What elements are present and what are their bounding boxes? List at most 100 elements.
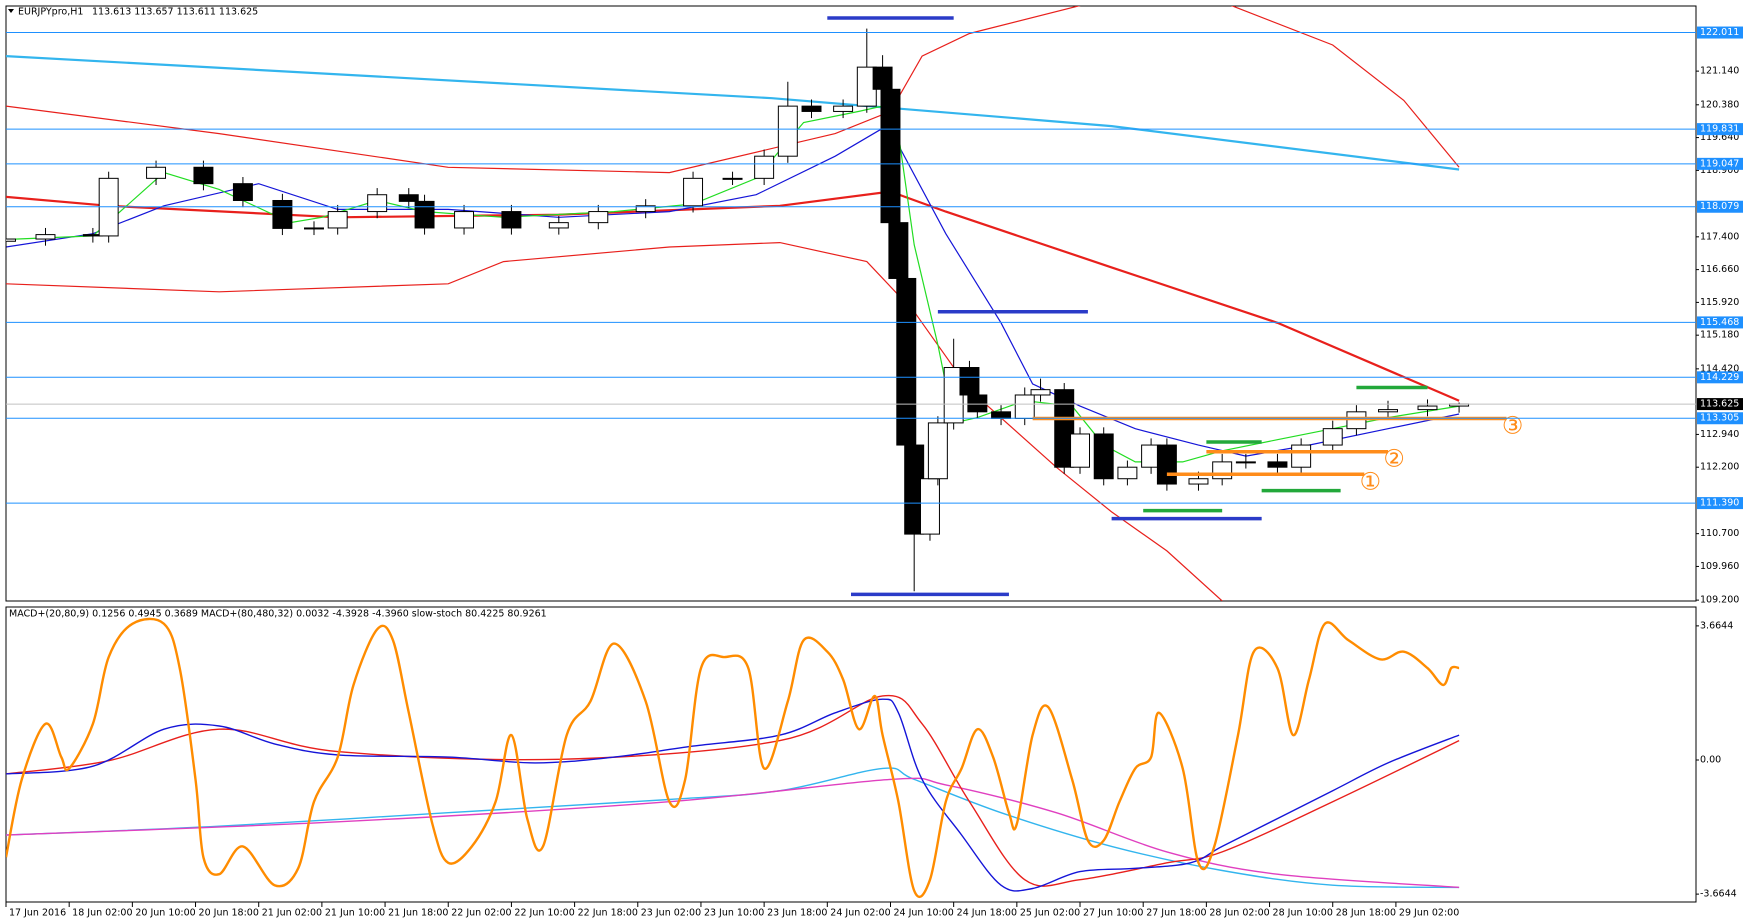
candle-body <box>367 194 388 213</box>
candle-body <box>1346 411 1367 430</box>
candle-body <box>1291 444 1312 468</box>
candle-body <box>1212 461 1233 480</box>
candle-body <box>722 177 743 180</box>
candle-body <box>1030 389 1051 396</box>
candle-body <box>6 238 16 242</box>
x-tick-label: 24 Jun 10:00 <box>893 908 953 919</box>
y-tick-label: 121.140 <box>1700 66 1739 77</box>
candle-body <box>272 199 293 229</box>
level-label: 118.079 <box>1700 201 1739 212</box>
candle-body <box>1093 433 1114 480</box>
candle-body <box>1378 409 1398 413</box>
candle-body <box>1188 478 1209 485</box>
level-label: 111.390 <box>1700 498 1739 509</box>
y-tick-label: 115.180 <box>1700 330 1739 341</box>
level-label-box <box>1697 123 1743 136</box>
x-tick-label: 29 Jun 02:00 <box>1399 908 1459 919</box>
level-label: 119.831 <box>1700 124 1739 135</box>
x-tick-label: 23 Jun 02:00 <box>641 908 701 919</box>
candle-body <box>193 166 214 185</box>
x-tick-label: 21 Jun 10:00 <box>325 908 385 919</box>
y-tick-label: 115.920 <box>1700 297 1739 308</box>
oscillator-line <box>6 767 1460 889</box>
y-tick-label: 109.960 <box>1700 561 1739 572</box>
candle-body <box>232 183 253 201</box>
candle-body <box>414 200 435 229</box>
candle-body <box>959 367 980 396</box>
y-tick-label: 116.660 <box>1700 264 1739 275</box>
price-info: 113.613 113.657 113.611 113.625 <box>92 7 258 18</box>
candle-body <box>1322 428 1343 446</box>
candle-body <box>1117 466 1138 480</box>
candle-body <box>454 211 475 229</box>
menu-arrow[interactable] <box>8 9 14 13</box>
oscillator-line <box>6 698 1460 892</box>
x-tick-label: 27 Jun 18:00 <box>1146 908 1206 919</box>
candle-body <box>588 211 609 224</box>
candle-body <box>1014 394 1035 419</box>
indicator-title: MACD+(20,80,9) 0.1256 0.4945 0.3689 MACD… <box>9 609 547 620</box>
y-tick-label: 119.640 <box>1700 132 1739 143</box>
x-tick-label: 23 Jun 18:00 <box>767 908 827 919</box>
y-tick-label: 114.420 <box>1700 363 1739 374</box>
candle-body <box>1267 461 1288 468</box>
candle-body <box>1235 461 1256 464</box>
candle-body <box>304 227 324 230</box>
level-label: 122.011 <box>1700 27 1739 38</box>
candle-body <box>501 211 522 229</box>
indicator-line <box>6 190 1460 402</box>
candle-body <box>683 177 704 207</box>
symbol-title: EURJPYpro,H1 <box>18 7 83 18</box>
candle-body <box>35 234 56 240</box>
indicator-frame <box>5 606 1697 903</box>
level-label: 115.468 <box>1700 317 1739 328</box>
oscillator-line <box>6 617 1460 898</box>
indicator-line <box>6 55 1460 171</box>
candle-body <box>1417 405 1438 411</box>
x-tick-label: 22 Jun 02:00 <box>451 908 511 919</box>
y-tick-label: 112.200 <box>1700 462 1739 473</box>
y-tick-label: 118.900 <box>1700 165 1739 176</box>
candle-body <box>967 394 988 413</box>
candle-body <box>548 222 569 229</box>
candle-body <box>872 66 893 90</box>
level-label-box <box>1697 371 1743 384</box>
indicator-plot <box>6 617 1460 898</box>
indicator-line <box>6 6 1460 174</box>
segment-label: ② <box>1383 445 1405 473</box>
level-label: 114.229 <box>1700 372 1739 383</box>
main-frame <box>5 5 1697 602</box>
candle-body <box>635 205 656 213</box>
x-tick-label: 17 Jun 2016 <box>9 908 66 919</box>
x-tick-label: 21 Jun 18:00 <box>388 908 448 919</box>
y-tick-label: 120.380 <box>1700 99 1739 110</box>
y-tick-label: 109.200 <box>1700 595 1739 606</box>
candle-body <box>1070 433 1090 468</box>
level-label: 119.047 <box>1700 158 1739 169</box>
candle-body <box>1054 389 1075 468</box>
oscillator-line <box>6 777 1460 889</box>
x-tick-label: 28 Jun 02:00 <box>1209 908 1269 919</box>
x-tick-label: 28 Jun 18:00 <box>1336 908 1396 919</box>
x-tick-label: 24 Jun 02:00 <box>830 908 890 919</box>
candle-body <box>880 88 901 224</box>
candle-body <box>327 211 348 229</box>
x-tick-label: 24 Jun 18:00 <box>957 908 1017 919</box>
last-price-label: 113.625 <box>1700 399 1739 410</box>
indicator-line <box>6 241 1223 601</box>
candle-body <box>146 166 167 179</box>
candle-body <box>801 105 822 112</box>
candle-body <box>888 222 909 279</box>
y-tick-label: 3.6644 <box>1700 620 1733 631</box>
level-label-box <box>1697 412 1743 425</box>
y-tick-label: 117.400 <box>1700 231 1739 242</box>
x-tick-label: 18 Jun 02:00 <box>72 908 132 919</box>
x-tick-label: 20 Jun 10:00 <box>135 908 195 919</box>
candle-body <box>1156 444 1177 485</box>
x-tick-label: 22 Jun 18:00 <box>578 908 638 919</box>
y-tick-label: 110.700 <box>1700 528 1739 539</box>
candle-body <box>896 277 917 446</box>
